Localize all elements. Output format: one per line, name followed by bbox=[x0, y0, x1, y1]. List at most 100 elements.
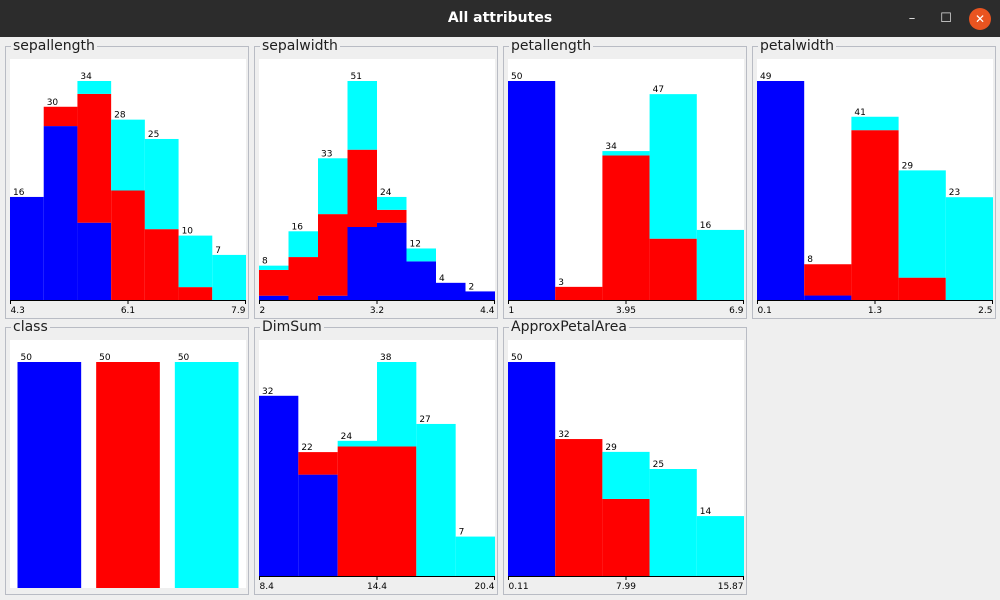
panel-title: ApproxPetalArea bbox=[509, 319, 629, 335]
panel-sepallength: sepallength 16 30 34 28 25 10 7 4.3 6.1 7.9 bbox=[5, 38, 249, 319]
panel-title: class bbox=[11, 319, 50, 335]
close-button[interactable]: ✕ bbox=[969, 8, 991, 30]
histogram-bar-segment bbox=[144, 138, 179, 230]
histogram-bar-segment bbox=[298, 452, 338, 475]
x-tick-label: 3.2 bbox=[370, 306, 384, 316]
panel-dimsum: DimSum 32 22 24 38 27 7 8.4 14.4 20.4 bbox=[254, 319, 498, 595]
bar-count-label: 8 bbox=[262, 257, 268, 267]
x-tick-label: 2 bbox=[260, 306, 266, 316]
histogram-bar-segment bbox=[43, 106, 78, 127]
histogram-bar-segment bbox=[377, 362, 417, 447]
bar-count-label: 32 bbox=[262, 387, 273, 397]
bar-count-label: 16 bbox=[292, 222, 304, 232]
histogram-bar-segment bbox=[318, 295, 348, 300]
histogram-bar-segment bbox=[649, 238, 697, 300]
histogram-bar-segment bbox=[144, 229, 179, 300]
panel-approxpetalarea: ApproxPetalArea 50 32 29 25 14 0.11 7.99 15.87 bbox=[503, 319, 747, 595]
bar-count-label: 34 bbox=[605, 142, 617, 152]
histogram-bar-segment bbox=[288, 231, 318, 258]
bar-count-label: 12 bbox=[410, 239, 421, 249]
bar-count-label: 16 bbox=[13, 188, 25, 198]
x-tick-label: 15.87 bbox=[718, 582, 744, 592]
panel-class: class 50 50 50 bbox=[5, 319, 249, 595]
histogram-petalwidth: 49 8 41 29 23 0.1 1.3 2.5 bbox=[757, 59, 993, 316]
bar-count-label: 8 bbox=[807, 255, 813, 265]
bar-count-label: 16 bbox=[700, 221, 712, 231]
histogram-sepallength: 16 30 34 28 25 10 7 4.3 6.1 7.9 bbox=[10, 59, 246, 316]
histogram-bar-segment bbox=[602, 155, 650, 300]
bar-count-label: 14 bbox=[700, 507, 712, 517]
histogram-bar-segment bbox=[347, 81, 377, 150]
histogram-bar-segment bbox=[696, 516, 744, 576]
x-tick-label: 6.1 bbox=[121, 306, 135, 316]
histogram-bar-segment bbox=[259, 395, 299, 576]
x-tick-label: 1.3 bbox=[868, 306, 882, 316]
bar-count-label: 30 bbox=[47, 98, 59, 108]
histogram-bar-segment bbox=[377, 222, 407, 300]
bar-count-label: 22 bbox=[301, 443, 312, 453]
bar-count-label: 23 bbox=[949, 188, 960, 198]
bar-count-label: 10 bbox=[182, 227, 194, 237]
x-tick-label: 1 bbox=[509, 306, 515, 316]
bar-count-label: 33 bbox=[321, 149, 332, 159]
histogram-bar-segment bbox=[377, 196, 407, 210]
histogram-bar-segment bbox=[337, 440, 377, 447]
histogram-bar-segment bbox=[406, 248, 436, 262]
x-tick-label: 3.95 bbox=[616, 306, 636, 316]
histogram-bar-segment bbox=[10, 196, 44, 300]
histogram-bar-segment bbox=[259, 265, 289, 270]
bar-count-label: 34 bbox=[80, 72, 92, 82]
minimize-button[interactable]: – bbox=[908, 11, 916, 26]
histogram-bar-segment bbox=[259, 269, 289, 296]
bar-count-label: 24 bbox=[380, 188, 392, 198]
bar-count-label: 7 bbox=[459, 528, 465, 538]
histogram-bar-segment bbox=[602, 498, 650, 576]
histogram-bar-segment bbox=[377, 209, 407, 223]
histogram-bar-segment bbox=[406, 261, 436, 300]
histogram-bar-segment bbox=[77, 222, 112, 300]
histogram-bar-segment bbox=[77, 93, 112, 223]
histogram-bar-segment bbox=[804, 295, 852, 300]
x-tick-label: 2.5 bbox=[978, 306, 992, 316]
bar-count-label: 7 bbox=[215, 246, 221, 256]
x-tick-label: 8.4 bbox=[260, 582, 275, 592]
histogram-bar-segment bbox=[298, 474, 338, 576]
histogram-bar-segment bbox=[318, 214, 348, 296]
histogram-bar-segment bbox=[945, 197, 993, 300]
histogram-petallength: 50 3 34 47 16 1 3.95 6.9 bbox=[508, 59, 744, 316]
bar-count-label: 25 bbox=[148, 130, 159, 140]
histogram-sepalwidth: 8 16 33 51 24 12 4 2 2 3.2 4.4 bbox=[259, 59, 495, 316]
histogram-bar-segment bbox=[696, 229, 744, 300]
bar-count-label: 51 bbox=[351, 72, 362, 82]
x-tick-label: 7.99 bbox=[616, 582, 636, 592]
bar-count-label: 50 bbox=[99, 353, 111, 363]
histogram-bar-segment bbox=[318, 158, 348, 215]
bar-count-label: 49 bbox=[760, 72, 772, 82]
histogram-bar-segment bbox=[96, 362, 160, 588]
bar-count-label: 28 bbox=[114, 111, 126, 121]
histogram-bar-segment bbox=[804, 264, 852, 296]
bar-count-label: 29 bbox=[605, 443, 617, 453]
histogram-bar-segment bbox=[649, 469, 697, 576]
histogram-bar-segment bbox=[43, 126, 78, 301]
histogram-bar-segment bbox=[898, 170, 946, 278]
histogram-bar-segment bbox=[174, 362, 239, 588]
histogram-bar-segment bbox=[555, 286, 603, 300]
panel-title: petalwidth bbox=[758, 38, 837, 54]
histogram-bar-segment bbox=[602, 451, 650, 499]
histogram-bar-segment bbox=[508, 81, 556, 300]
x-tick-label: 14.4 bbox=[367, 582, 387, 592]
x-tick-label: 7.9 bbox=[231, 306, 246, 316]
bar-count-label: 4 bbox=[439, 274, 445, 284]
histogram-dimsum: 32 22 24 38 27 7 8.4 14.4 20.4 bbox=[259, 340, 495, 592]
maximize-button[interactable]: ☐ bbox=[940, 11, 952, 26]
histogram-bar-segment bbox=[508, 362, 556, 576]
panel-title: sepalwidth bbox=[260, 38, 340, 54]
histogram-bar-segment bbox=[465, 291, 495, 300]
histogram-bar-segment bbox=[377, 446, 417, 576]
panel-petallength: petallength 50 3 34 47 16 1 3.95 6.9 bbox=[503, 38, 747, 319]
attributes-grid: sepallength 16 30 34 28 25 10 7 4.3 6.1 7.9 sepal… bbox=[0, 37, 1000, 600]
histogram-bar-segment bbox=[212, 254, 246, 300]
bar-count-label: 2 bbox=[469, 282, 475, 292]
bar-count-label: 41 bbox=[854, 108, 865, 118]
